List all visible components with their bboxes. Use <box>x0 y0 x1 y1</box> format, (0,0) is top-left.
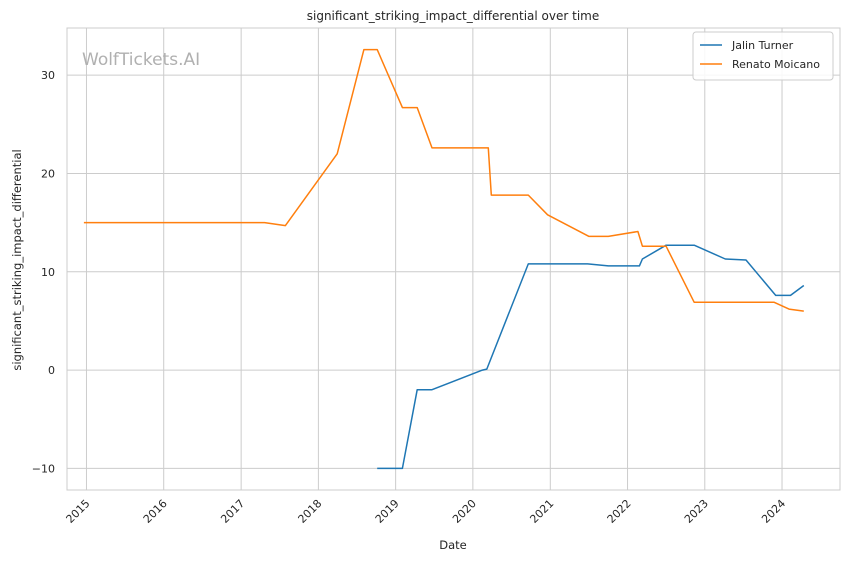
x-tick-label: 2023 <box>682 497 711 526</box>
x-tick-label: 2015 <box>64 497 93 526</box>
y-tick-label: −10 <box>32 462 55 475</box>
plot-area <box>66 27 841 491</box>
x-tick-labels: 2015 2016 2017 2018 2019 2020 2021 2022 2023 2024 <box>64 497 789 526</box>
x-tick-label: 2019 <box>373 497 402 526</box>
x-tick-label: 2021 <box>527 497 556 526</box>
legend-label: Renato Moicano <box>732 58 820 71</box>
x-tick-label: 2024 <box>759 497 788 526</box>
x-tick-label: 2017 <box>218 497 247 526</box>
legend-box <box>692 31 834 81</box>
watermark-text: WolfTickets.AI <box>82 50 200 70</box>
y-tick-label: 10 <box>41 266 55 279</box>
y-tick-label: 0 <box>48 364 55 377</box>
x-tick-label: 2016 <box>141 497 170 526</box>
series-line-renato-moicano <box>83 48 804 312</box>
grid <box>67 28 840 490</box>
x-axis-label: Date <box>439 538 467 552</box>
x-tick-label: 2022 <box>605 497 634 526</box>
y-axis-label: significant_striking_impact_differential <box>10 149 24 370</box>
x-tick-label: 2018 <box>296 497 325 526</box>
legend-label: Jalin Turner <box>731 39 794 52</box>
chart-title: significant_striking_impact_differential… <box>307 9 599 23</box>
y-tick-labels: −10 0 10 20 30 <box>32 69 55 475</box>
series-lines <box>83 48 805 470</box>
series-line-jalin-turner <box>377 244 805 470</box>
legend: Jalin Turner Renato Moicano <box>692 31 834 81</box>
x-tick-label: 2020 <box>450 497 479 526</box>
y-tick-label: 20 <box>41 167 55 180</box>
y-tick-label: 30 <box>41 69 55 82</box>
